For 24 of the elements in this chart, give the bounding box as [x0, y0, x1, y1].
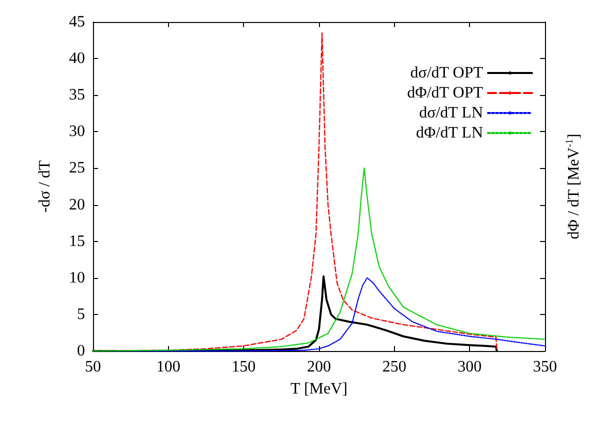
- y-tick-label: 30: [69, 123, 85, 140]
- y-tick-label: 45: [69, 14, 85, 30]
- x-axis-title: T [MeV]: [290, 380, 348, 398]
- legend-label: dΦ/dT OPT: [407, 84, 484, 102]
- x-tick-label: 100: [156, 358, 180, 376]
- y-axis-title: -dσ / dT: [36, 160, 54, 213]
- y-tick-label: 5: [77, 306, 85, 323]
- x-tick-label: 150: [232, 358, 256, 376]
- x-tick-label: 50: [85, 358, 101, 376]
- x-tick-label: 300: [458, 358, 482, 376]
- y-tick-label: 10: [69, 269, 85, 286]
- legend-label: dΦ/dT LN: [416, 124, 484, 142]
- legend-label: dσ/dT OPT: [410, 64, 484, 82]
- x-tick-label: 250: [382, 358, 406, 376]
- y-tick-label: 0: [77, 342, 85, 360]
- y-tick-label: 35: [69, 86, 85, 104]
- x-tick-label: 200: [307, 358, 331, 376]
- y2-axis-title: dΦ / dT [MeV-1]: [564, 134, 582, 240]
- y-tick-label: 40: [69, 50, 85, 68]
- y-tick-label: 15: [69, 232, 85, 250]
- legend-label: dσ/dT LN: [419, 104, 484, 122]
- x-tick-label: 350: [533, 358, 557, 376]
- y-tick-label: 20: [69, 196, 85, 214]
- y-tick-label: 25: [69, 160, 85, 177]
